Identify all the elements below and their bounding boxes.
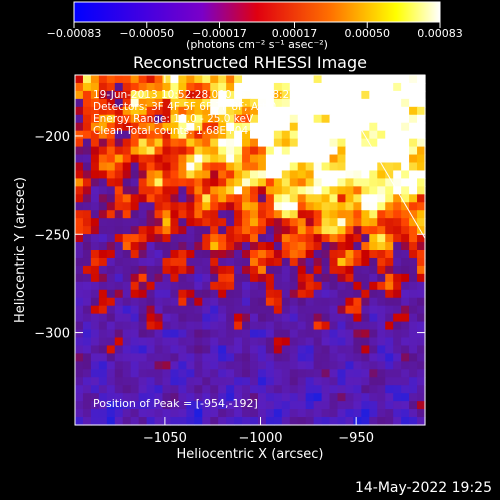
heatmap-area (75, 74, 426, 426)
x-tick-label: −1000 (239, 431, 283, 446)
colorbar-tick-label: 0.00050 (344, 27, 390, 40)
colorbar-ticks: −0.00083 −0.00050 −0.00017 0.00017 0.00050 0.… (47, 22, 463, 40)
y-tick-label: −250 (34, 228, 70, 243)
peak-position-label: Position of Peak = [-954,-192] (93, 397, 258, 410)
y-tick-label: −200 (34, 130, 70, 145)
annotation-clean-counts: Clean Total counts: 1.68E+04 (93, 125, 248, 137)
annotation-energy-range: Energy Range: 12.0 - 25.0 keV (93, 113, 254, 125)
plot-frame (74, 74, 426, 426)
colorbar-tick-label: 0.00017 (272, 27, 318, 40)
x-tick-label: −1050 (143, 431, 187, 446)
colorbar-units-label: (photons cm⁻² s⁻¹ asec⁻²) (186, 38, 328, 51)
annotation-time-range: 19-Jun-2013 10:52:28.000 to 10:58:28.000 (93, 89, 319, 101)
chart-title: Reconstructed RHESSI Image (133, 53, 367, 72)
y-tick-label: −300 (34, 327, 70, 342)
solar-limb-line (328, 74, 426, 239)
colorbar-tick-label: −0.00017 (192, 27, 247, 40)
x-tick-label: −950 (338, 431, 374, 446)
colorbar-tick-label: −0.00050 (119, 27, 174, 40)
timestamp: 14-May-2022 19:25 (354, 480, 492, 496)
colorbar (73, 1, 441, 23)
colorbar-tick-label: −0.00083 (47, 27, 102, 40)
annotation-detectors: Detectors: 3F 4F 5F 6F 7F 8F; Att 0 (93, 101, 276, 113)
x-axis-label: Heliocentric X (arcsec) (177, 447, 324, 462)
colorbar-tick-label: 0.00083 (417, 27, 463, 40)
y-axis-label: Heliocentric Y (arcsec) (13, 177, 28, 323)
